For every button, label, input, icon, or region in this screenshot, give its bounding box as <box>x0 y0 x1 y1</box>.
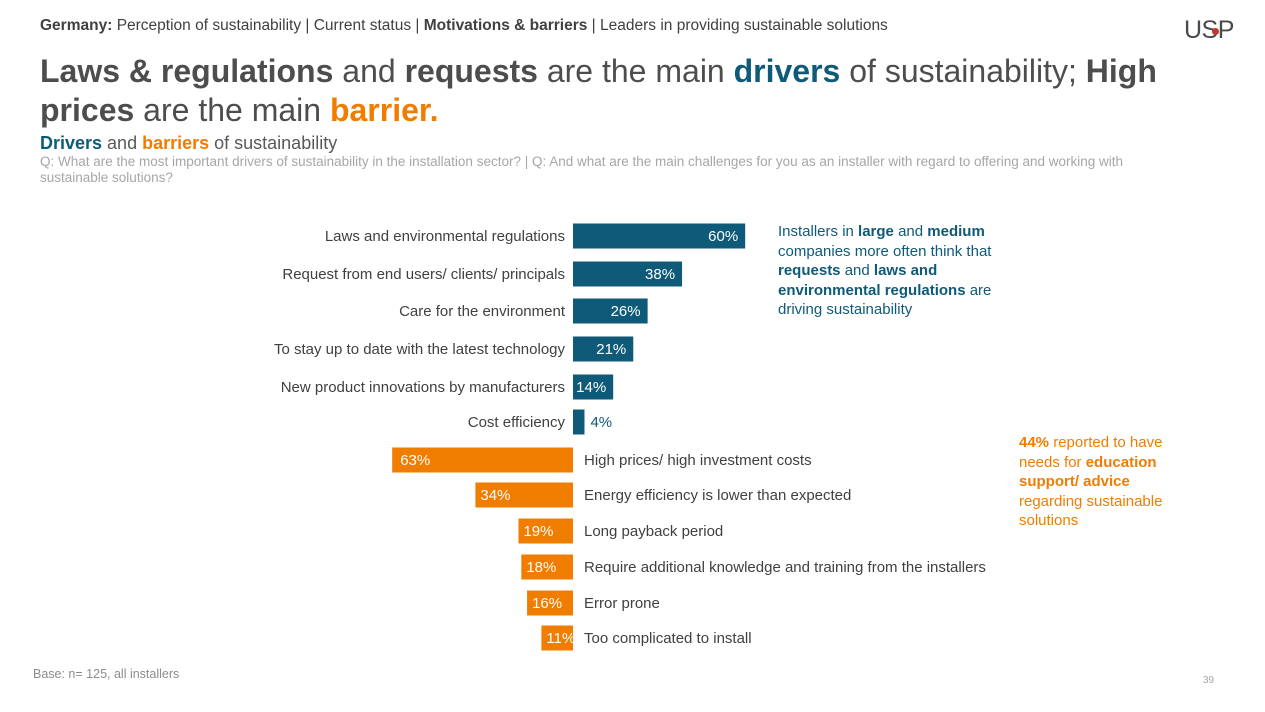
chart-subtitle: Drivers and barriers of sustainability <box>40 133 337 154</box>
page-number: 39 <box>1203 675 1215 686</box>
barrier-value-label: 18% <box>526 559 556 576</box>
barrier-bar <box>541 625 573 651</box>
note-text: medium <box>927 223 985 240</box>
barrier-bar <box>475 482 573 508</box>
driver-bar <box>573 261 683 287</box>
nav-separator: | <box>587 17 601 34</box>
barrier-label: Error prone <box>584 595 660 612</box>
nav-item-motivations[interactable]: Motivations & barriers <box>423 17 588 34</box>
barrier-bar <box>521 554 573 580</box>
barrier-value-label: 19% <box>523 523 553 540</box>
title-part: are the main <box>537 53 734 89</box>
driver-bar <box>573 298 648 324</box>
barrier-value-label: 16% <box>532 595 562 612</box>
page-title: Laws & regulations and requests are the … <box>40 52 1220 130</box>
note-text: 44% <box>1019 434 1050 451</box>
driver-value-label: 60% <box>708 228 738 245</box>
barriers-note: 44% reported to have needs for education… <box>1019 433 1194 531</box>
barrier-label: Energy efficiency is lower than expected <box>584 487 851 504</box>
driver-value-label: 14% <box>576 379 606 396</box>
barrier-label: High prices/ high investment costs <box>584 452 812 469</box>
note-text: are driving sustainability <box>778 281 992 319</box>
title-part: High prices <box>40 53 1157 128</box>
note-text: large <box>858 223 894 240</box>
driver-bar <box>573 336 634 362</box>
subtitle-and: and <box>102 133 143 153</box>
driver-value-label: 21% <box>596 341 626 358</box>
barrier-value-label: 63% <box>400 452 430 469</box>
barrier-bar <box>518 518 573 544</box>
driver-bar <box>573 409 585 435</box>
title-part: are the main <box>134 92 330 128</box>
note-text: and <box>893 223 928 240</box>
subtitle-rest: of sustainability <box>209 133 338 153</box>
note-text: regarding sustainable solutions <box>1019 492 1163 530</box>
driver-label: To stay up to date with the latest techn… <box>274 341 566 358</box>
note-text: companies more often think that <box>778 242 992 260</box>
barrier-value-label: 11% <box>546 630 575 647</box>
driver-label: Laws and environmental regulations <box>325 228 565 245</box>
survey-question: Q: What are the most important drivers o… <box>40 154 1124 185</box>
driver-label: Request from end users/ clients/ princip… <box>282 266 565 283</box>
title-part: and <box>333 53 405 89</box>
driver-label: New product innovations by manufacturers <box>281 379 565 396</box>
note-text: and <box>840 262 874 279</box>
nav-item-perception[interactable]: Perception of sustainability <box>116 17 302 34</box>
note-text: Installers in <box>778 223 859 240</box>
nav-item-leaders[interactable]: Leaders in providing sustainable solutio… <box>600 17 888 34</box>
note-text: requests <box>778 262 841 279</box>
driver-label: Cost efficiency <box>468 414 566 431</box>
barrier-value-label: 34% <box>480 487 510 504</box>
breadcrumb-nav: Germany: Perception of sustainability | … <box>40 17 888 35</box>
barrier-label: Long payback period <box>584 523 723 540</box>
base-note: Base: n= 125, all installers <box>33 667 180 681</box>
driver-value-label: 38% <box>645 266 675 283</box>
driver-value-label: 26% <box>611 303 641 320</box>
nav-separator: | <box>411 17 424 34</box>
driver-bar <box>573 223 746 249</box>
note-text: reported to have needs for <box>1019 434 1163 471</box>
subtitle-barriers: barriers <box>142 133 210 153</box>
title-part: requests <box>404 53 538 89</box>
drivers-note: Installers in large and medium companies… <box>778 222 993 320</box>
logo-dot-icon <box>1212 28 1219 35</box>
driver-label: Care for the environment <box>399 303 566 320</box>
barrier-label: Too complicated to install <box>584 630 752 647</box>
logo-text: USP <box>1184 16 1234 44</box>
title-drivers: drivers <box>733 53 841 89</box>
usp-logo: USP <box>1184 16 1234 45</box>
barrier-bar <box>527 590 573 616</box>
note-text: education support/ advice <box>1019 453 1157 491</box>
note-text: laws and environmental regulations <box>778 262 966 299</box>
driver-value-label: 4% <box>590 414 612 431</box>
nav-item-current-status[interactable]: Current status <box>313 17 412 34</box>
nav-country: Germany: <box>40 17 113 34</box>
barrier-bar <box>392 447 573 473</box>
title-part: of sustainability; <box>840 53 1086 89</box>
nav-separator: | <box>301 17 314 34</box>
driver-bar <box>573 374 614 400</box>
barrier-label: Require additional knowledge and trainin… <box>584 559 986 576</box>
title-part: Laws & regulations <box>40 53 334 89</box>
subtitle-drivers: Drivers <box>40 133 103 153</box>
title-barrier: barrier. <box>329 92 439 128</box>
